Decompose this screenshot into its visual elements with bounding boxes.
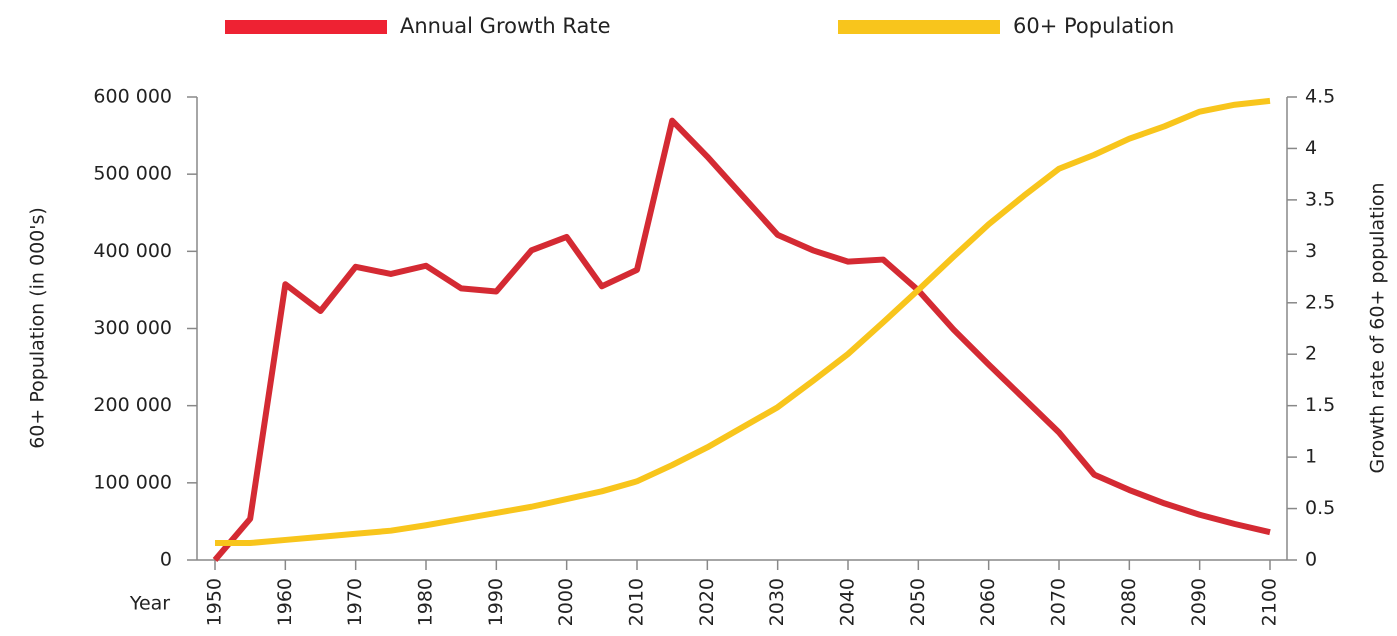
x-tick-label: 2090 <box>1188 578 1210 626</box>
x-tick-label: 2070 <box>1048 578 1070 626</box>
y-tick-label: 600 000 <box>93 86 172 108</box>
y2-tick-label: 0.5 <box>1305 497 1335 519</box>
x-tick-label: 2040 <box>837 578 859 626</box>
y2-tick-label: 1.5 <box>1305 394 1335 416</box>
y-tick-label: 200 000 <box>93 394 172 416</box>
y2-tick-label: 4.5 <box>1305 86 1335 108</box>
x-axis-label: Year <box>129 593 170 615</box>
x-tick-label: 2020 <box>696 578 718 626</box>
y-axis-label: 60+ Population (in 000's) <box>27 207 49 449</box>
x-tick-label: 2100 <box>1259 578 1281 626</box>
y-tick-label: 400 000 <box>93 240 172 262</box>
y2-tick-label: 3.5 <box>1305 188 1335 210</box>
x-tick-label: 1980 <box>415 578 437 626</box>
y2-tick-label: 3 <box>1305 240 1317 262</box>
y2-tick-label: 1 <box>1305 446 1317 468</box>
y2-axis-label: Growth rate of 60+ population <box>1367 182 1389 473</box>
x-tick-label: 2060 <box>977 578 999 626</box>
series-line <box>215 97 1271 547</box>
legend-label: Annual Growth Rate <box>400 14 611 38</box>
y-tick-label: 500 000 <box>93 163 172 185</box>
legend-swatch <box>225 20 387 34</box>
y2-tick-label: 2.5 <box>1305 291 1335 313</box>
x-tick-label: 2000 <box>555 578 577 626</box>
x-tick-label: 2010 <box>626 578 648 626</box>
x-tick-label: 1950 <box>204 578 226 626</box>
x-tick-label: 1970 <box>344 578 366 626</box>
x-tick-label: 2050 <box>907 578 929 626</box>
legend-swatch <box>838 20 1000 34</box>
y-tick-label: 300 000 <box>93 317 172 339</box>
x-tick-label: 2030 <box>766 578 788 626</box>
y2-tick-label: 4 <box>1305 137 1317 159</box>
y-tick-label: 100 000 <box>93 471 172 493</box>
y-tick-label: 0 <box>160 549 172 571</box>
series-line <box>212 117 1271 562</box>
legend-label: 60+ Population <box>1013 14 1174 38</box>
y2-tick-label: 2 <box>1305 343 1317 365</box>
x-tick-label: 1990 <box>485 578 507 626</box>
x-tick-label: 1960 <box>274 578 296 626</box>
x-tick-label: 2080 <box>1118 578 1140 626</box>
y2-tick-label: 0 <box>1305 549 1317 571</box>
